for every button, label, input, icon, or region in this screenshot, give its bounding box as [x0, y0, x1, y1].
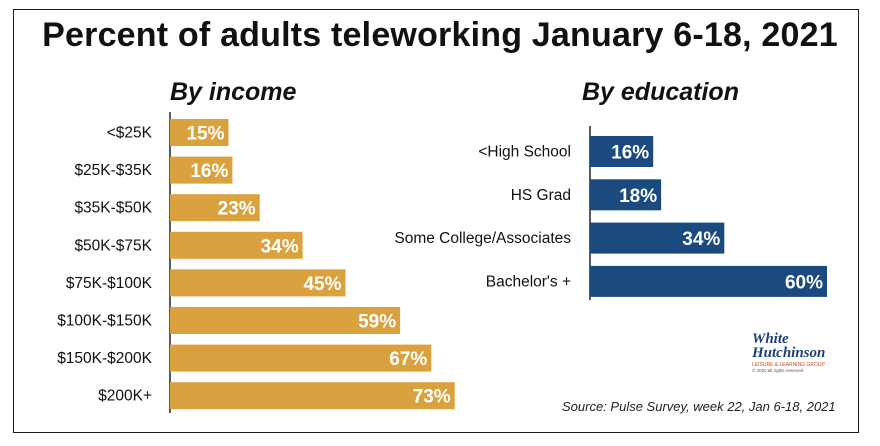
education-subtitle: By education [582, 78, 739, 106]
category-label-0: <High School [478, 144, 571, 161]
chart-frame [13, 9, 859, 433]
bar-6 [170, 344, 432, 372]
bar-3 [590, 265, 827, 297]
value-label-3: 34% [261, 236, 299, 257]
income-subtitle: By income [170, 78, 297, 106]
category-label-6: $150K-$200K [57, 350, 152, 367]
value-label-2: 23% [218, 199, 256, 220]
category-label-2: $35K-$50K [74, 200, 152, 217]
bar-2 [170, 194, 260, 222]
value-label-4: 45% [303, 274, 341, 295]
bar-4 [170, 269, 346, 297]
category-label-7: $200K+ [98, 388, 152, 405]
income-bar-chart: 15% <$25K 16% $25K-$35K 23% $35K-$50K 34% $50K-… [57, 112, 455, 413]
logo-tagline: LEISURE & LEARNING GROUP [752, 362, 825, 368]
bar-5 [170, 307, 401, 334]
category-label-0: <$25K [107, 125, 153, 142]
value-label-5: 59% [358, 312, 396, 333]
category-label-3: $50K-$75K [74, 237, 152, 254]
bar-3 [170, 231, 303, 259]
logo-line1: White [752, 331, 789, 347]
bar-0 [590, 136, 654, 167]
bar-0 [170, 119, 229, 146]
value-label-3: 60% [785, 272, 823, 293]
value-label-2: 34% [682, 229, 720, 250]
category-label-3: Bachelor's + [486, 273, 571, 290]
category-label-1: $25K-$35K [74, 162, 152, 179]
logo-line2: Hutchinson [752, 345, 826, 361]
category-label-1: HS Grad [511, 187, 571, 204]
chart-title: Percent of adults teleworking January 6-… [42, 16, 838, 54]
category-label-4: $75K-$100K [66, 275, 153, 292]
white-hutchinson-logo: White Hutchinson LEISURE & LEARNING GROU… [752, 332, 842, 384]
category-label-2: Some College/Associates [394, 230, 571, 247]
bar-1 [170, 156, 233, 184]
value-label-1: 18% [619, 186, 657, 207]
value-label-1: 16% [190, 161, 228, 182]
value-label-0: 15% [186, 124, 224, 145]
category-label-5: $100K-$150K [57, 313, 152, 330]
education-bar-chart: 16% <High School 18% HS Grad 34% Some College… [394, 126, 827, 300]
bar-2 [590, 222, 725, 254]
bar-1 [590, 179, 662, 211]
source-note: Source: Pulse Survey, week 22, Jan 6-18,… [562, 399, 836, 414]
bar-7 [170, 382, 455, 410]
value-label-6: 67% [389, 349, 427, 370]
value-label-7: 73% [413, 387, 451, 408]
value-label-0: 16% [611, 143, 649, 164]
logo-copyright: © 2020 all rights reserved [752, 368, 804, 373]
